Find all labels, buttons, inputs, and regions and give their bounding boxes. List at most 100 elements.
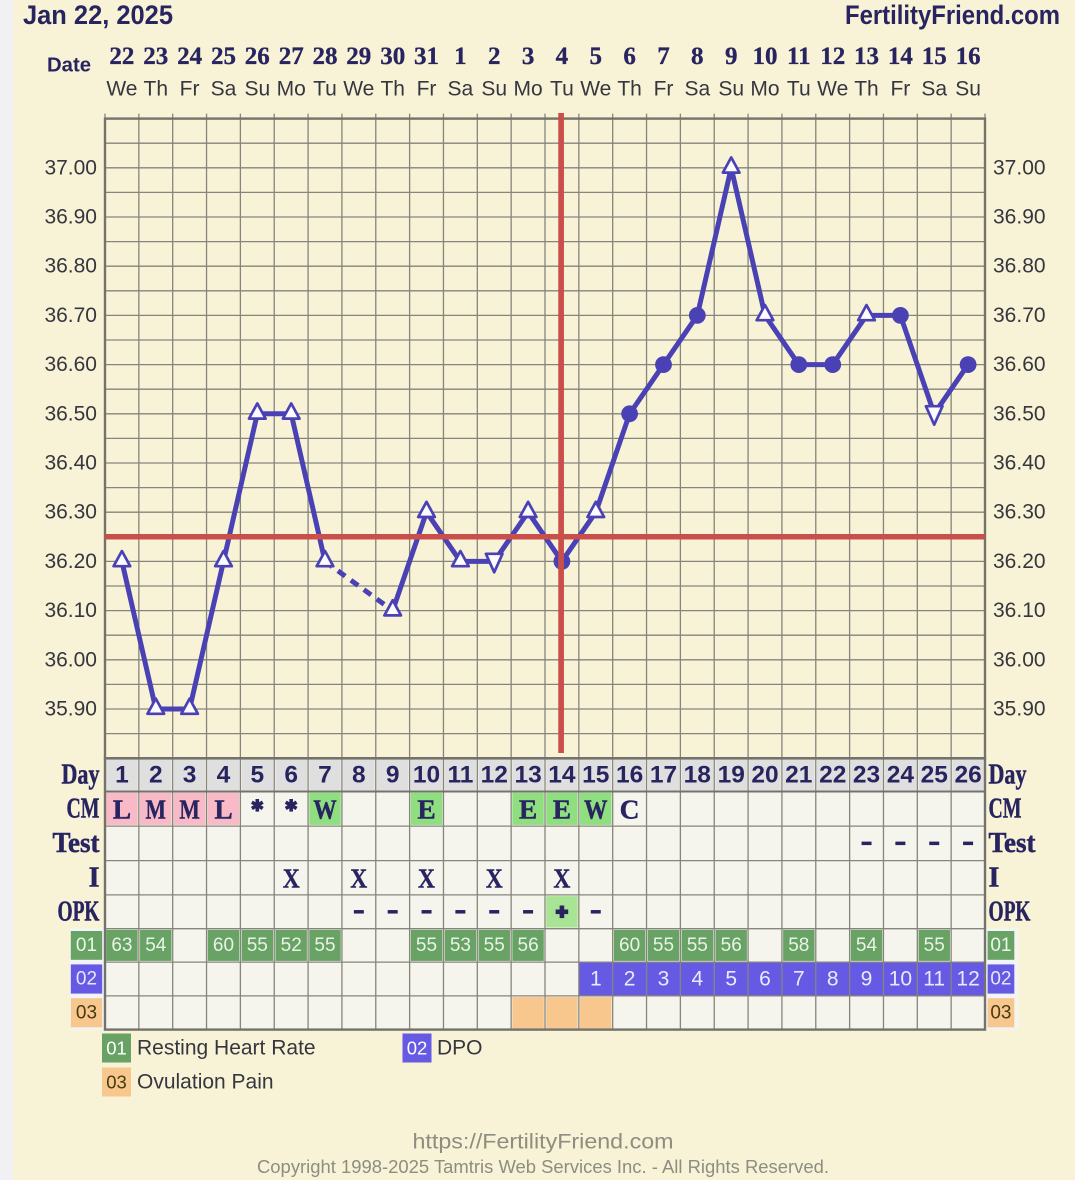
svg-text:Sa: Sa (211, 78, 237, 101)
svg-text:36.10: 36.10 (993, 599, 1046, 622)
svg-text:31: 31 (414, 43, 439, 70)
svg-text:60: 60 (619, 935, 640, 956)
svg-text:Tu: Tu (313, 78, 337, 101)
svg-text:FertilityFriend.com: FertilityFriend.com (845, 0, 1060, 30)
svg-text:E: E (553, 793, 571, 824)
svg-text:C: C (620, 793, 640, 824)
svg-text:7: 7 (318, 762, 332, 789)
svg-text:35.90: 35.90 (44, 698, 97, 721)
svg-text:55: 55 (653, 935, 674, 956)
svg-text:L: L (214, 793, 232, 824)
svg-text:03: 03 (990, 1002, 1011, 1023)
svg-text:We: We (580, 78, 611, 101)
svg-text:7: 7 (793, 968, 805, 991)
svg-text:We: We (817, 78, 848, 101)
svg-text:6: 6 (759, 968, 771, 991)
svg-text:12: 12 (481, 762, 508, 789)
svg-text:Ovulation Pain: Ovulation Pain (137, 1071, 274, 1094)
svg-text:Su: Su (955, 78, 981, 101)
svg-text:Mo: Mo (277, 78, 306, 101)
svg-text:28: 28 (313, 43, 338, 70)
svg-text:24: 24 (887, 762, 915, 789)
svg-text:2: 2 (624, 968, 636, 991)
svg-text:CM: CM (989, 793, 1022, 824)
svg-text:01: 01 (76, 935, 97, 956)
svg-text:Su: Su (244, 78, 270, 101)
svg-text:55: 55 (687, 935, 708, 956)
svg-text:Mo: Mo (514, 78, 543, 101)
svg-text:36.80: 36.80 (44, 255, 97, 278)
svg-text:03: 03 (106, 1072, 127, 1093)
svg-text:10: 10 (889, 968, 912, 991)
svg-text:19: 19 (718, 762, 745, 789)
svg-text:Mo: Mo (750, 78, 779, 101)
svg-text:1: 1 (115, 762, 129, 789)
svg-text:36.00: 36.00 (993, 648, 1046, 671)
svg-text:8: 8 (691, 43, 704, 70)
svg-text:8: 8 (827, 968, 839, 991)
svg-text:Tu: Tu (787, 78, 811, 101)
svg-text:27: 27 (279, 43, 304, 70)
svg-text:We: We (106, 78, 137, 101)
svg-text:Th: Th (854, 78, 879, 101)
svg-text:02: 02 (990, 969, 1011, 990)
svg-text:X: X (283, 862, 300, 893)
svg-text:36.70: 36.70 (993, 304, 1046, 327)
svg-text:6: 6 (284, 762, 298, 789)
svg-text:Su: Su (481, 78, 507, 101)
svg-text:Sa: Sa (448, 78, 474, 101)
svg-text:36.50: 36.50 (44, 402, 97, 425)
svg-text:Test: Test (989, 828, 1037, 859)
svg-text:5: 5 (590, 43, 603, 70)
svg-text:36.90: 36.90 (993, 206, 1046, 229)
svg-text:02: 02 (407, 1038, 428, 1059)
svg-text:Fr: Fr (417, 78, 437, 101)
svg-text:01: 01 (106, 1038, 127, 1059)
svg-text:18: 18 (684, 762, 711, 789)
svg-text:https://FertilityFriend.com: https://FertilityFriend.com (413, 1131, 674, 1154)
svg-text:22: 22 (819, 762, 846, 789)
svg-text:1: 1 (454, 43, 467, 70)
svg-text:36.30: 36.30 (993, 501, 1046, 524)
svg-text:36.60: 36.60 (993, 353, 1046, 376)
svg-text:E: E (519, 793, 537, 824)
svg-text:36.70: 36.70 (44, 304, 97, 327)
svg-text:58: 58 (788, 935, 809, 956)
svg-text:Jan 22, 2025: Jan 22, 2025 (23, 0, 173, 30)
svg-text:26: 26 (245, 43, 270, 70)
svg-text:Th: Th (617, 78, 642, 101)
svg-text:36.40: 36.40 (44, 452, 97, 475)
svg-text:54: 54 (145, 935, 167, 956)
svg-text:X: X (418, 862, 435, 893)
svg-text:56: 56 (518, 935, 539, 956)
svg-text:56: 56 (721, 935, 742, 956)
svg-text:12: 12 (956, 968, 979, 991)
svg-text:3: 3 (183, 762, 197, 789)
svg-text:37.00: 37.00 (44, 156, 97, 179)
svg-text:37.00: 37.00 (993, 156, 1046, 179)
svg-text:25: 25 (211, 43, 236, 70)
svg-text:8: 8 (352, 762, 366, 789)
svg-text:9: 9 (386, 762, 400, 789)
svg-text:53: 53 (450, 935, 471, 956)
svg-text:16: 16 (956, 43, 981, 70)
svg-text:I: I (989, 862, 1000, 893)
svg-text:36.10: 36.10 (44, 599, 97, 622)
svg-text:9: 9 (861, 968, 873, 991)
svg-text:16: 16 (616, 762, 643, 789)
svg-text:6: 6 (623, 43, 636, 70)
svg-text:2: 2 (149, 762, 163, 789)
svg-text:11: 11 (923, 968, 945, 991)
svg-text:17: 17 (650, 762, 677, 789)
svg-text:30: 30 (380, 43, 405, 70)
svg-text:55: 55 (484, 935, 505, 956)
svg-text:35.90: 35.90 (993, 698, 1046, 721)
svg-text:02: 02 (76, 969, 97, 990)
svg-text:Tu: Tu (550, 78, 574, 101)
svg-text:Test: Test (53, 828, 101, 859)
svg-text:36.20: 36.20 (44, 550, 97, 573)
svg-text:22: 22 (109, 43, 134, 70)
svg-text:Day: Day (62, 760, 100, 791)
svg-text:Fr: Fr (654, 78, 674, 101)
svg-text:We: We (343, 78, 374, 101)
